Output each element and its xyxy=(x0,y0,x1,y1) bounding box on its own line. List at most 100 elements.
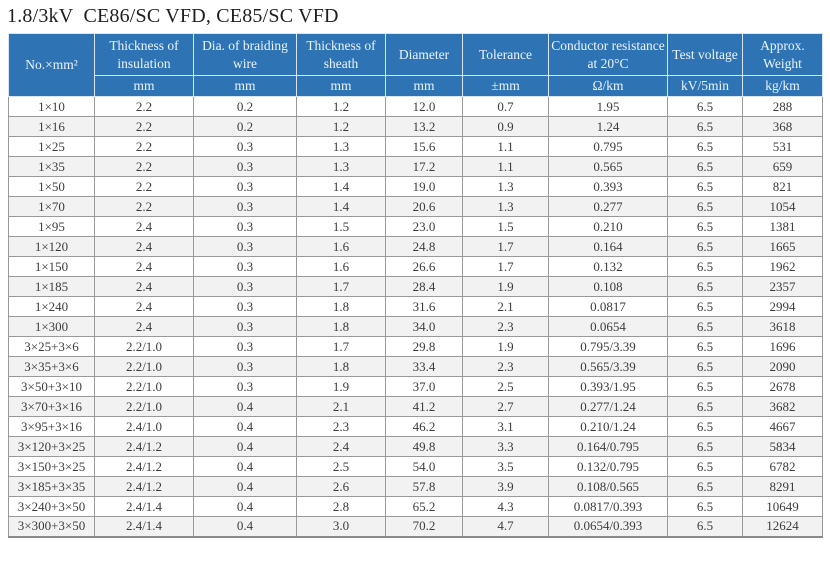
size-cell: 1×150 xyxy=(8,256,95,277)
value-cell: 0.277/1.24 xyxy=(548,396,668,417)
table-row: 3×300+3×50 2.4/1.4 0.4 3.0 70.2 4.7 0.0654/0.3… xyxy=(8,516,823,538)
unit-cell: Ω/km xyxy=(548,75,668,97)
value-cell: 2.2 xyxy=(94,116,194,137)
value-cell: 29.8 xyxy=(385,336,463,357)
size-cell: 3×120+3×25 xyxy=(8,436,95,457)
value-cell: 2.4 xyxy=(94,216,194,237)
value-cell: 2.4/1.0 xyxy=(94,416,194,437)
value-cell: 2.4 xyxy=(94,276,194,297)
value-cell: 4.3 xyxy=(462,496,549,517)
value-cell: 2.4/1.4 xyxy=(94,516,194,538)
value-cell: 6.5 xyxy=(667,376,743,397)
value-cell: 46.2 xyxy=(385,416,463,437)
value-cell: 0.3 xyxy=(193,296,297,317)
value-cell: 2.1 xyxy=(296,396,386,417)
value-cell: 0.0654 xyxy=(548,316,668,337)
table-row: 1×150 2.4 0.3 1.6 26.6 1.7 0.132 6.5 1962 xyxy=(8,256,823,277)
unit-cell: kg/km xyxy=(742,75,823,97)
value-cell: 1.3 xyxy=(462,196,549,217)
value-cell: 6.5 xyxy=(667,96,743,117)
table-row: 3×25+3×6 2.2/1.0 0.3 1.7 29.8 1.9 0.795/3.39 6.… xyxy=(8,336,823,357)
value-cell: 28.4 xyxy=(385,276,463,297)
value-cell: 8291 xyxy=(742,476,823,497)
table-row: 3×35+3×6 2.2/1.0 0.3 1.8 33.4 2.3 0.565/3.39 6.… xyxy=(8,356,823,377)
size-cell: 3×300+3×50 xyxy=(8,516,95,538)
size-cell: 1×120 xyxy=(8,236,95,257)
size-cell: 3×185+3×35 xyxy=(8,476,95,497)
value-cell: 1.1 xyxy=(462,156,549,177)
table-row: 3×185+3×35 2.4/1.2 0.4 2.6 57.8 3.9 0.108/0.56… xyxy=(8,476,823,497)
value-cell: 1.6 xyxy=(296,236,386,257)
value-cell: 0.393/1.95 xyxy=(548,376,668,397)
value-cell: 2.4 xyxy=(94,236,194,257)
value-cell: 2.5 xyxy=(296,456,386,477)
value-cell: 1.9 xyxy=(462,336,549,357)
column-header-conductor-resistance: Conductor resistance at 20°C xyxy=(548,33,668,76)
value-cell: 2.2 xyxy=(94,156,194,177)
column-header-insulation-thickness: Thickness of insulation xyxy=(94,33,194,76)
table-row: 1×16 2.2 0.2 1.2 13.2 0.9 1.24 6.5 368 xyxy=(8,116,823,137)
value-cell: 1.7 xyxy=(296,336,386,357)
value-cell: 0.4 xyxy=(193,456,297,477)
value-cell: 0.277 xyxy=(548,196,668,217)
size-cell: 3×95+3×16 xyxy=(8,416,95,437)
value-cell: 2.3 xyxy=(296,416,386,437)
value-cell: 3.1 xyxy=(462,416,549,437)
value-cell: 0.795 xyxy=(548,136,668,157)
value-cell: 6.5 xyxy=(667,156,743,177)
value-cell: 0.3 xyxy=(193,136,297,157)
value-cell: 2.4 xyxy=(94,256,194,277)
value-cell: 0.132/0.795 xyxy=(548,456,668,477)
value-cell: 1.7 xyxy=(462,236,549,257)
value-cell: 6.5 xyxy=(667,396,743,417)
value-cell: 6.5 xyxy=(667,216,743,237)
value-cell: 531 xyxy=(742,136,823,157)
table-row: 1×10 2.2 0.2 1.2 12.0 0.7 1.95 6.5 288 xyxy=(8,96,823,117)
column-header-size: No.×mm² xyxy=(8,33,95,97)
value-cell: 0.0817/0.393 xyxy=(548,496,668,517)
value-cell: 1054 xyxy=(742,196,823,217)
value-cell: 0.4 xyxy=(193,476,297,497)
value-cell: 1.8 xyxy=(296,296,386,317)
value-cell: 2.1 xyxy=(462,296,549,317)
table-row: 1×240 2.4 0.3 1.8 31.6 2.1 0.0817 6.5 2994 xyxy=(8,296,823,317)
value-cell: 6.5 xyxy=(667,316,743,337)
value-cell: 6.5 xyxy=(667,336,743,357)
value-cell: 0.9 xyxy=(462,116,549,137)
value-cell: 0.2 xyxy=(193,96,297,117)
value-cell: 0.393 xyxy=(548,176,668,197)
header-units-row: mm mm mm mm ±mm Ω/km kV/5min kg/km xyxy=(9,75,823,97)
value-cell: 3.0 xyxy=(296,516,386,538)
value-cell: 15.6 xyxy=(385,136,463,157)
value-cell: 31.6 xyxy=(385,296,463,317)
value-cell: 0.3 xyxy=(193,276,297,297)
table-row: 1×35 2.2 0.3 1.3 17.2 1.1 0.565 6.5 659 xyxy=(8,156,823,177)
value-cell: 0.132 xyxy=(548,256,668,277)
column-header-diameter: Diameter xyxy=(385,33,463,76)
unit-cell: ±mm xyxy=(462,75,549,97)
value-cell: 1.3 xyxy=(296,156,386,177)
value-cell: 2.2 xyxy=(94,176,194,197)
value-cell: 0.565 xyxy=(548,156,668,177)
value-cell: 1.2 xyxy=(296,116,386,137)
value-cell: 0.3 xyxy=(193,376,297,397)
value-cell: 0.7 xyxy=(462,96,549,117)
value-cell: 2.4 xyxy=(94,316,194,337)
value-cell: 0.4 xyxy=(193,516,297,538)
value-cell: 3682 xyxy=(742,396,823,417)
value-cell: 0.164 xyxy=(548,236,668,257)
value-cell: 1665 xyxy=(742,236,823,257)
value-cell: 0.108 xyxy=(548,276,668,297)
value-cell: 1.7 xyxy=(462,256,549,277)
value-cell: 1.3 xyxy=(462,176,549,197)
unit-cell: mm xyxy=(385,75,463,97)
value-cell: 0.3 xyxy=(193,216,297,237)
value-cell: 6.5 xyxy=(667,476,743,497)
value-cell: 2.4 xyxy=(94,296,194,317)
table-row: 3×120+3×25 2.4/1.2 0.4 2.4 49.8 3.3 0.164/0.79… xyxy=(8,436,823,457)
column-header-approx-weight: Approx. Weight xyxy=(742,33,823,76)
value-cell: 288 xyxy=(742,96,823,117)
value-cell: 2.4/1.2 xyxy=(94,436,194,457)
value-cell: 0.210 xyxy=(548,216,668,237)
value-cell: 49.8 xyxy=(385,436,463,457)
